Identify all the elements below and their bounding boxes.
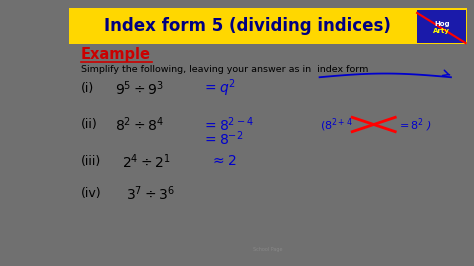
Text: $= q^2$: $= q^2$: [202, 78, 236, 99]
Text: Simplify the following, leaving your answer as in  index form: Simplify the following, leaving your ans…: [81, 65, 368, 74]
Text: (i): (i): [81, 82, 94, 95]
Text: $\approx 2$: $\approx 2$: [210, 154, 237, 168]
Text: School Page: School Page: [253, 247, 283, 252]
Text: $= 8^2$ ): $= 8^2$ ): [397, 117, 432, 134]
Text: (iv): (iv): [81, 187, 101, 200]
Text: Arty: Arty: [433, 28, 450, 35]
Text: $= 8^{2-4}$: $= 8^{2-4}$: [202, 115, 254, 134]
Text: Index form 5 (dividing indices): Index form 5 (dividing indices): [104, 17, 392, 35]
Text: $= 8^{-2}$: $= 8^{-2}$: [202, 129, 244, 148]
Text: (iii): (iii): [81, 155, 101, 168]
Text: $\left( 8^{2+4}\right.$: $\left( 8^{2+4}\right.$: [319, 117, 352, 134]
Text: $2^4 \div 2^1$: $2^4 \div 2^1$: [122, 152, 171, 171]
Text: Hog: Hog: [434, 21, 450, 27]
Text: $9^5 \div 9^3$: $9^5 \div 9^3$: [115, 79, 164, 98]
FancyBboxPatch shape: [69, 8, 467, 44]
Text: $8^2 \div 8^4$: $8^2 \div 8^4$: [115, 115, 164, 134]
FancyBboxPatch shape: [417, 10, 465, 43]
Text: (ii): (ii): [81, 118, 98, 131]
Text: $3^7 \div 3^6$: $3^7 \div 3^6$: [127, 184, 175, 203]
Text: Example: Example: [81, 48, 151, 63]
